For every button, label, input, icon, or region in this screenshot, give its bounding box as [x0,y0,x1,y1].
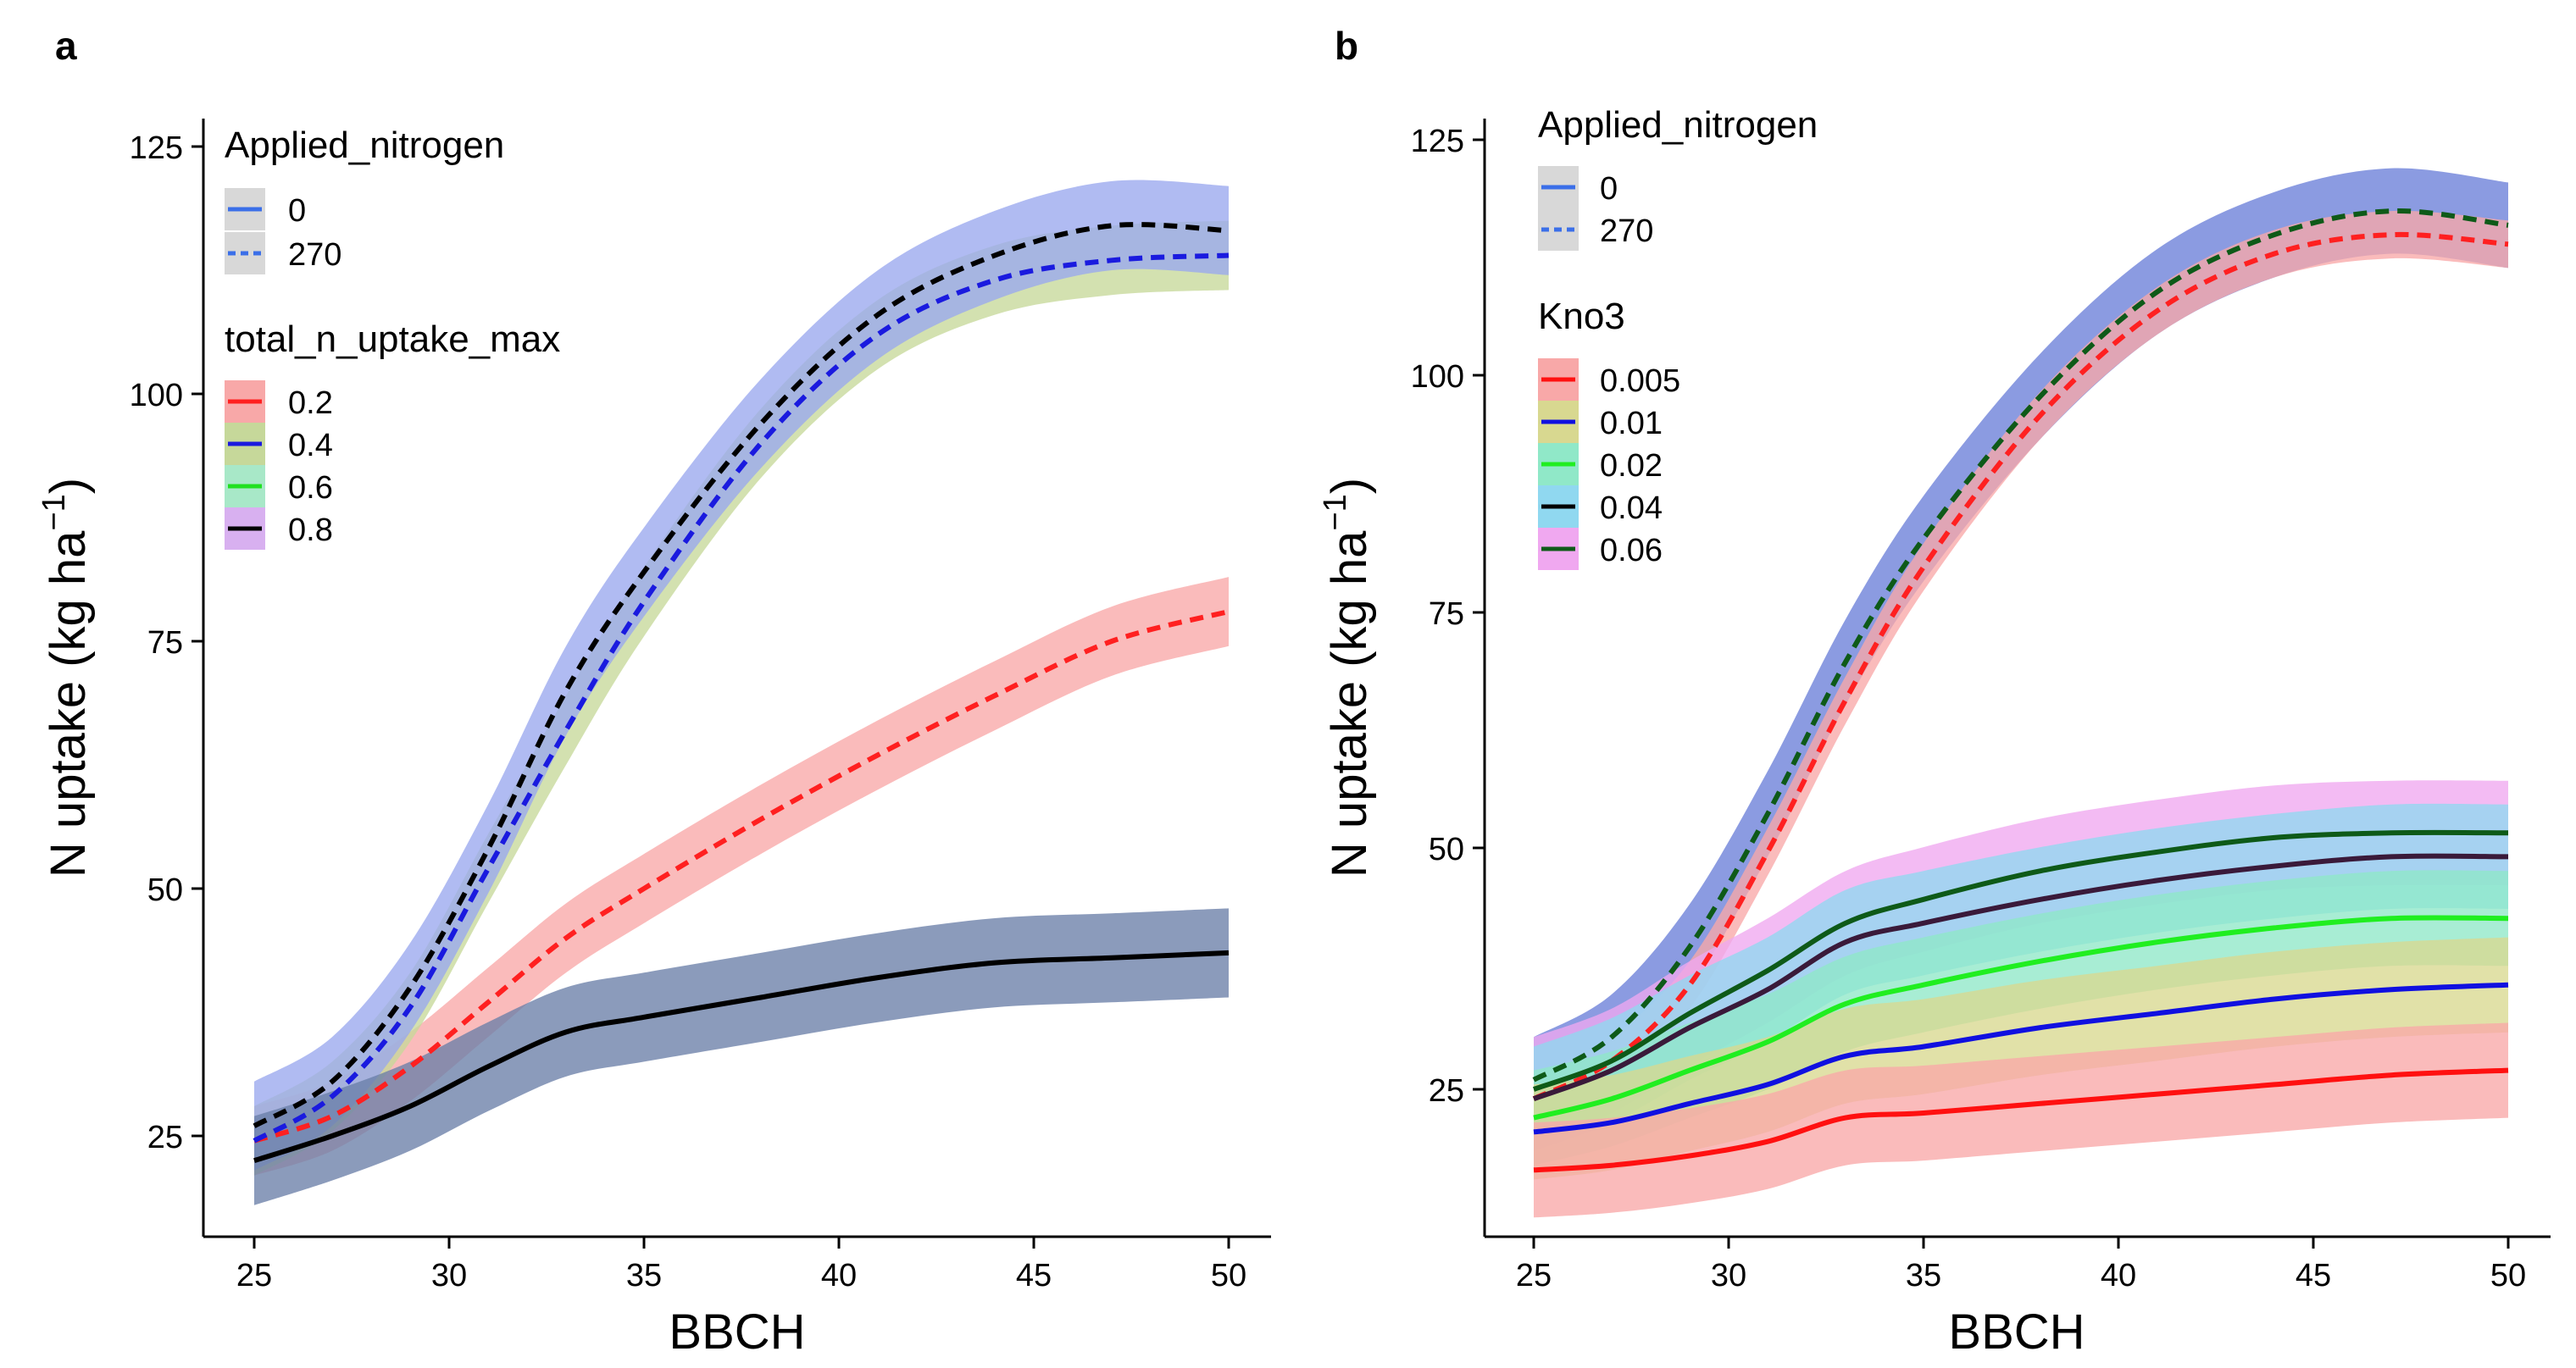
y-tick-label-b: 75 [1429,596,1464,632]
plot-area-b [1532,168,2509,1218]
legend-entry-b: 0.02 [1600,448,1663,484]
legend-title-kno3: Kno3 [1538,296,1625,337]
x-axis-title-a: BBCH [669,1304,805,1360]
confidence-band [254,180,1229,1171]
x-axis-title-b: BBCH [1948,1304,2085,1360]
legend-entry-b: 0.06 [1600,533,1663,568]
x-tick-label-a: 50 [1211,1258,1246,1293]
y-ticks-a: 25 50 75 100 125 [130,130,203,1155]
panel-b: b 25 50 75 100 125 25 30 35 40 [1318,24,2551,1360]
y-tick-label-a: 50 [147,872,183,908]
x-tick-label-a: 30 [431,1258,467,1293]
legend-entry-a: 0.6 [288,470,333,506]
series-line [253,609,1230,1144]
confidence-band [1534,1022,2508,1218]
x-tick-label-b: 30 [1711,1258,1746,1293]
panel-label-b: b [1335,24,1358,68]
series-line [253,252,1230,1144]
legend-entry-b: 270 [1600,213,1653,249]
legend-title-total-n-uptake-max: total_n_uptake_max [225,318,560,360]
x-tick-label-b: 35 [1906,1258,1941,1293]
y-ticks-b: 25 50 75 100 125 [1411,124,1485,1109]
y-tick-label-a: 125 [130,130,183,166]
series-line [1532,853,2509,1102]
y-tick-label-b: 100 [1411,359,1464,395]
legend-entry-b: 0 [1600,171,1618,207]
series-line [253,950,1230,1164]
x-tick-label-b: 25 [1516,1258,1552,1293]
x-ticks-a: 25 30 35 40 45 50 [236,1237,1246,1293]
x-tick-label-a: 40 [821,1258,857,1293]
series-line [253,222,1230,1128]
y-tick-label-b: 50 [1429,832,1464,867]
x-ticks-b: 25 30 35 40 45 50 [1516,1237,2526,1293]
y-axis-title-b: N uptake (kg ha−1) [1318,478,1377,878]
legend-title-applied-nitrogen-b: Applied_nitrogen [1538,104,1818,146]
series-line [1533,915,2509,1121]
panel-a: a 25 50 75 100 125 25 30 3 [36,24,1271,1360]
series-line [1532,829,2509,1092]
panel-label-a: a [55,24,77,68]
x-tick-label-a: 25 [236,1258,272,1293]
x-tick-label-b: 50 [2490,1258,2526,1293]
series-line [1532,208,2509,1083]
legend-b: Applied_nitrogen 0 270 Kno3 0.005 0.01 0… [1538,104,1818,570]
x-tick-label-b: 40 [2101,1258,2136,1293]
x-tick-label-b: 45 [2296,1258,2331,1293]
legend-entry-a: 0.4 [288,428,333,463]
y-tick-label-a: 25 [147,1120,183,1155]
confidence-band [254,908,1229,1205]
x-tick-label-a: 35 [626,1258,662,1293]
legend-entry-a: 0.2 [288,385,333,421]
series-line [1533,1067,2509,1173]
x-tick-label-a: 45 [1016,1258,1052,1293]
legend-entry-a: 270 [288,237,341,273]
legend-entry-b: 0.01 [1600,406,1663,441]
confidence-band [1534,870,2508,1166]
series-line [1532,231,2509,1101]
legend-entry-a: 0 [288,193,306,229]
y-tick-label-a: 75 [147,625,183,661]
y-tick-label-a: 100 [130,378,183,413]
legend-a: Applied_nitrogen 0 270 total_n_uptake_ma… [225,125,560,550]
series-line [1533,982,2509,1135]
legend-title-applied-nitrogen-a: Applied_nitrogen [225,125,504,166]
legend-entry-b: 0.04 [1600,490,1663,526]
legend-entry-a: 0.8 [288,512,333,548]
y-tick-label-b: 125 [1411,124,1464,159]
plot-area-a [253,180,1230,1205]
y-tick-label-b: 25 [1429,1073,1464,1109]
y-axis-title-a: N uptake (kg ha−1) [36,478,96,878]
legend-entry-b: 0.005 [1600,363,1680,399]
